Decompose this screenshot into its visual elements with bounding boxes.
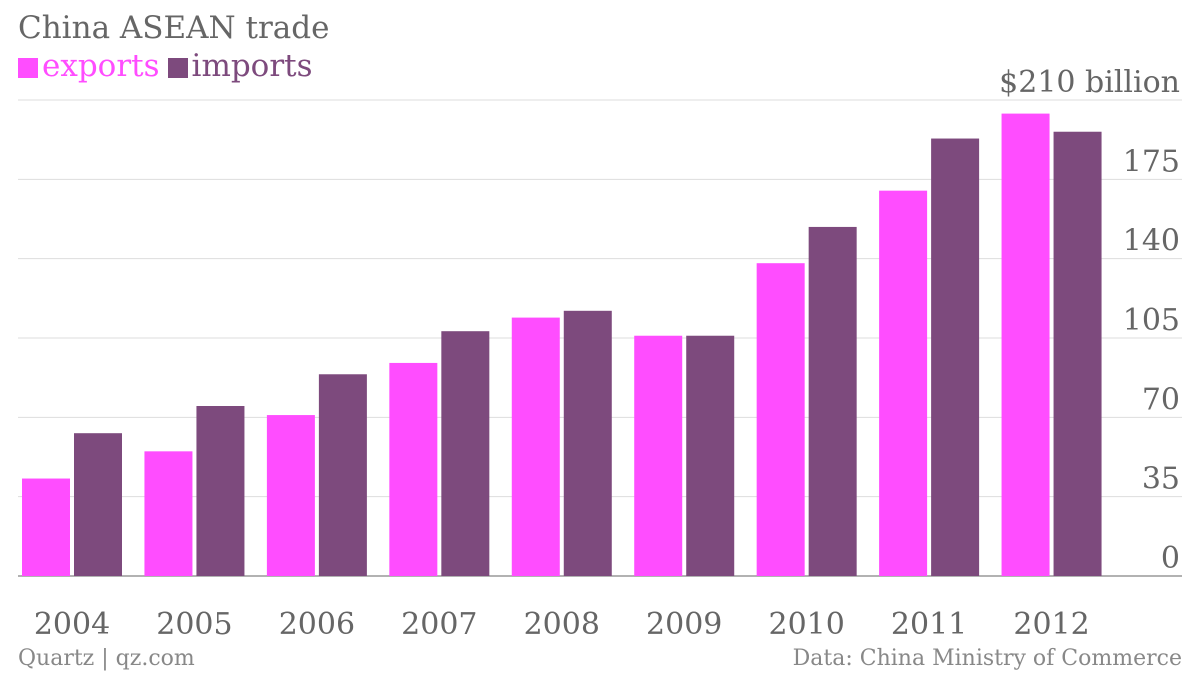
- bar-exports-2004: [22, 478, 70, 576]
- y-tick-label: 35: [1142, 462, 1180, 497]
- legend-item-exports: exports: [18, 48, 160, 84]
- x-tick-label: 2012: [1013, 607, 1089, 642]
- legend: exports imports: [18, 48, 313, 84]
- legend-swatch-imports: [167, 58, 188, 78]
- bar-imports-2009: [686, 335, 735, 576]
- x-tick-label: 2011: [891, 607, 967, 642]
- x-tick-label: 2004: [34, 607, 110, 642]
- x-tick-label: 2005: [156, 607, 232, 642]
- y-tick-label: 175: [1123, 144, 1180, 179]
- bar-exports-2011: [879, 190, 928, 576]
- legend-swatch-exports: [18, 58, 38, 78]
- y-tick-label: 0: [1161, 541, 1180, 576]
- chart-title: China ASEAN trade: [18, 10, 330, 46]
- bar-exports-2009: [634, 335, 683, 576]
- bar-imports-2010: [808, 226, 857, 576]
- source-credit: Quartz | qz.com: [18, 646, 195, 671]
- y-tick-label: $210 billion: [999, 65, 1180, 100]
- bar-imports-2006: [318, 374, 367, 576]
- bar-imports-2004: [74, 433, 122, 576]
- x-tick-label: 2007: [401, 607, 477, 642]
- bar-exports-2005: [144, 451, 193, 576]
- bar-exports-2010: [756, 263, 805, 576]
- bar-exports-2006: [266, 415, 315, 576]
- bar-exports-2012: [1001, 113, 1050, 576]
- x-tick-label: 2009: [646, 607, 722, 642]
- bar-imports-2008: [563, 310, 612, 576]
- data-source: Data: China Ministry of Commerce: [792, 646, 1182, 671]
- x-tick-label: 2010: [768, 607, 844, 642]
- bar-imports-2011: [931, 138, 980, 577]
- legend-label-imports: imports: [191, 48, 313, 84]
- bar-imports-2012: [1053, 131, 1102, 576]
- legend-item-imports: imports: [167, 48, 313, 84]
- bar-imports-2007: [441, 331, 490, 576]
- y-tick-label: 140: [1123, 224, 1180, 259]
- y-tick-label: 70: [1142, 382, 1180, 417]
- legend-label-exports: exports: [42, 48, 160, 84]
- y-tick-label: 105: [1123, 303, 1180, 338]
- bar-imports-2005: [196, 406, 245, 576]
- bar-exports-2007: [389, 362, 438, 576]
- bar-exports-2008: [511, 317, 560, 576]
- x-tick-label: 2008: [524, 607, 600, 642]
- x-tick-label: 2006: [279, 607, 355, 642]
